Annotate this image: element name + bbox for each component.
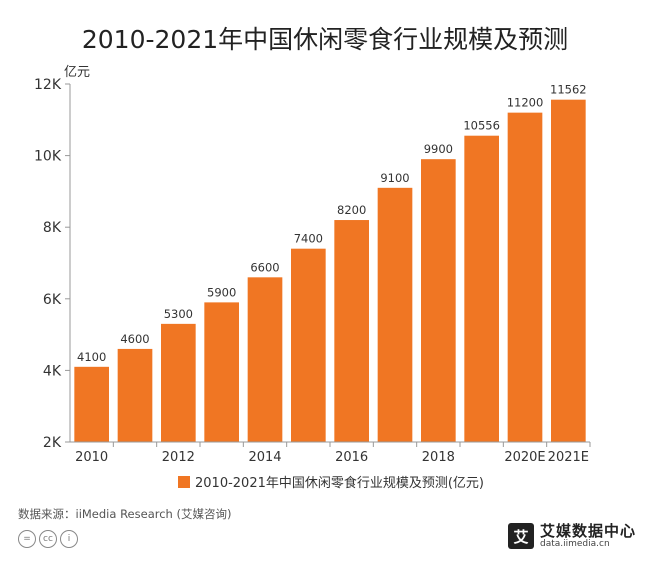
license-icons: = cc i [18,530,78,548]
data-label: 10556 [463,119,500,133]
y-tick-label: 12K [34,77,62,93]
y-tick-label: 8K [43,220,62,236]
source-note: 数据来源：iiMedia Research (艾媒咨询) [18,507,232,521]
data-label: 9900 [424,142,453,156]
attribution-icon: i [60,530,78,548]
bar [377,187,413,442]
chart-title: 2010-2021年中国休闲零食行业规模及预测 [81,25,569,54]
logo-mark: 艾 [507,523,534,550]
y-tick-label: 10K [34,149,62,165]
data-label: 4100 [77,350,106,364]
x-tick-label: 2014 [248,450,281,465]
x-tick-label: 2020E [504,450,545,465]
y-axis: 亿元 2K 4K 6K 8K 10K 12K [34,65,90,451]
bar [334,220,369,442]
bar [291,248,326,442]
bar [74,366,109,442]
x-axis: 2010 2012 2014 2016 2018 2020E 2021E [70,441,591,465]
brand-logo: 艾 艾媒数据中心 data.iimedia.cn [507,522,636,550]
data-label: 9100 [380,171,409,185]
y-tick-label: 2K [43,435,62,451]
x-tick-label: 2012 [162,450,195,465]
bar [117,348,153,442]
logo-name: 艾媒数据中心 [539,522,636,540]
cc-icon: cc [39,530,57,548]
data-label: 4600 [120,332,149,346]
data-label: 11562 [550,83,587,97]
bar [161,323,196,442]
bar [464,135,499,443]
x-tick-label: 2010 [75,450,108,465]
bar [421,159,456,442]
bar [551,99,586,443]
legend-label: 2010-2021年中国休闲零食行业规模及预测(亿元) [195,475,484,491]
bar-chart: 亿元 2K 4K 6K 8K 10K 12K 4100 4600 5300 5900 6600 740… [34,65,591,491]
data-label: 11200 [507,96,544,110]
data-label: 7400 [294,232,323,246]
bars-group: 4100 4600 5300 5900 6600 7400 8200 9100 9900 1055… [74,83,587,443]
y-axis-label: 亿元 [64,65,90,80]
x-tick-label: 2018 [422,450,455,465]
bar [204,302,239,442]
x-tick-label: 2016 [335,450,368,465]
y-tick-label: 6K [43,292,62,308]
x-tick-label: 2021E [548,450,589,465]
logo-url: data.iimedia.cn [539,538,610,549]
bar [507,112,543,442]
data-label: 5300 [164,307,193,321]
equals-icon: = [18,530,36,548]
data-label: 5900 [207,285,236,299]
legend-swatch [178,476,190,488]
legend: 2010-2021年中国休闲零食行业规模及预测(亿元) [178,475,484,491]
data-label: 8200 [337,203,366,217]
bar [247,277,283,442]
data-label: 6600 [250,260,279,274]
y-tick-label: 4K [43,363,62,379]
